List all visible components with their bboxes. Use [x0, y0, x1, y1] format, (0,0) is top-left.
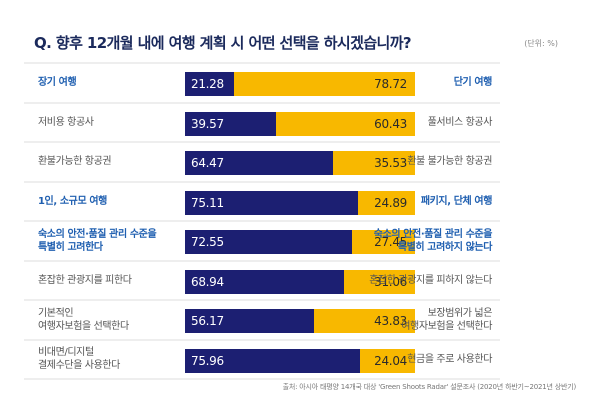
bar-segment-left: 75.11	[185, 190, 358, 215]
stacked-bar: 56.17 43.83	[185, 309, 415, 333]
right-category-text: 단기 여행	[453, 77, 493, 89]
chart-title: Q. 향후 12개월 내에 여행 계획 시 어떤 선택을 하시겠습니까?	[34, 34, 412, 52]
bar-segment-right: 60.43	[276, 111, 415, 136]
bar-segment-left: 68.94	[185, 269, 344, 294]
bar-segment-right: 35.53	[333, 151, 415, 175]
chart-row: 혼잡한 관광지를 피한다 68.94 31.06 혼잡한 관광지를 피하지 않는다	[24, 262, 500, 301]
stacked-bar: 39.57 60.43	[185, 111, 415, 136]
right-category-label: 보장범위가 넓은 여행자보험을 선택한다	[332, 301, 492, 339]
bar-segment-left: 72.55	[185, 230, 352, 254]
stacked-bar: 75.11 24.89	[185, 190, 415, 215]
right-value-label: 24.04	[374, 353, 407, 368]
left-value-label: 72.55	[191, 235, 224, 249]
left-category-label: 비대면/디지털 결제수단을 사용한다	[38, 341, 188, 379]
left-category-label: 숙소의 안전·품질 관리 수준을 특별히 고려한다	[38, 222, 188, 260]
left-value-label: 75.11	[191, 195, 224, 210]
right-category-text: 환불 불가능한 항공권	[407, 156, 492, 168]
right-value-label: 78.72	[374, 77, 407, 91]
left-value-label: 39.57	[191, 116, 224, 131]
chart-row: 기본적인 여행자보험을 선택한다 56.17 43.83 보장범위가 넓은 여행자보험…	[24, 301, 500, 341]
chart-row: 장기 여행 21.28 78.72 단기 여행	[24, 64, 500, 104]
right-value-label: 24.89	[374, 195, 407, 210]
bar-segment-right: 31.06	[343, 269, 415, 294]
right-category-label: 숙소의 안전·품질 관리 수준을 특별히 고려하지 않는다	[332, 222, 493, 260]
left-value-label: 21.28	[191, 77, 224, 91]
bar-segment-right: 24.89	[357, 190, 415, 215]
right-value-label: 31.06	[374, 274, 407, 289]
right-category-label: 풀서비스 항공사	[332, 104, 493, 142]
left-value-label: 68.94	[191, 274, 224, 289]
left-category-text: 1인, 소규모 여행	[38, 195, 107, 207]
stacked-bar: 75.96 24.04	[185, 348, 415, 373]
right-value-label: 43.83	[374, 314, 407, 328]
bar-segment-right: 24.04	[359, 348, 415, 373]
source-note: 출처: 아시아 태평양 14개국 대상 'Green Shoots Radar'…	[282, 383, 577, 391]
unit-label: (단위: %)	[524, 39, 558, 48]
right-category-label: 단기 여행	[332, 64, 493, 102]
bar-segment-left: 39.57	[185, 111, 276, 136]
right-category-label: 혼잡한 관광지를 피하지 않는다	[332, 262, 492, 300]
bar-segment-right: 78.72	[233, 72, 415, 96]
right-value-label: 60.43	[374, 116, 407, 131]
top-divider	[24, 62, 500, 64]
right-category-text: 패키지, 단체 여행	[420, 195, 493, 207]
bar-segment-right: 43.83	[314, 309, 415, 333]
left-category-label: 저비용 항공사	[38, 104, 188, 142]
right-value-label: 35.53	[374, 156, 407, 170]
chart-row: 1인, 소규모 여행 75.11 24.89 패키지, 단체 여행	[24, 183, 500, 222]
chart-row: 환불가능한 항공권 64.47 35.53 환불 불가능한 항공권	[24, 143, 500, 183]
chart-row: 저비용 항공사 39.57 60.43 풀서비스 항공사	[24, 104, 500, 143]
bar-segment-left: 64.47	[185, 151, 334, 175]
right-value-label: 27.45	[374, 235, 407, 249]
left-category-text: 저비용 항공사	[38, 116, 94, 128]
left-value-label: 75.96	[191, 353, 224, 368]
right-category-label: 패키지, 단체 여행	[332, 183, 493, 221]
left-category-text: 숙소의 안전·품질 관리 수준을 특별히 고려한다	[38, 228, 157, 253]
bar-segment-left: 21.28	[185, 72, 234, 96]
left-category-text: 장기 여행	[38, 77, 77, 89]
right-category-text: 보장범위가 넓은 여행자보험을 선택한다	[401, 307, 492, 332]
right-category-text: 풀서비스 항공사	[427, 116, 493, 128]
left-category-text: 기본적인 여행자보험을 선택한다	[38, 307, 129, 332]
right-category-text: 현금을 주로 사용한다	[407, 353, 492, 365]
left-category-label: 장기 여행	[38, 64, 188, 102]
bar-segment-left: 75.96	[185, 348, 360, 373]
chart-row: 숙소의 안전·품질 관리 수준을 특별히 고려한다 72.55 27.45 숙소의 안…	[24, 222, 500, 262]
left-category-label: 혼잡한 관광지를 피한다	[38, 262, 188, 300]
right-category-text: 숙소의 안전·품질 관리 수준을 특별히 고려하지 않는다	[373, 228, 493, 253]
right-category-label: 현금을 주로 사용한다	[332, 341, 492, 379]
stacked-bar: 21.28 78.72	[185, 72, 415, 96]
left-value-label: 56.17	[191, 314, 224, 328]
bar-segment-right: 27.45	[351, 230, 415, 254]
chart-row: 비대면/디지털 결제수단을 사용한다 75.96 24.04 현금을 주로 사용한다	[24, 341, 500, 380]
right-category-label: 환불 불가능한 항공권	[332, 143, 492, 181]
left-category-text: 혼잡한 관광지를 피한다	[38, 274, 132, 286]
left-category-label: 환불가능한 항공권	[38, 143, 188, 181]
left-category-label: 1인, 소규모 여행	[38, 183, 188, 221]
left-category-label: 기본적인 여행자보험을 선택한다	[38, 301, 188, 339]
bar-segment-left: 56.17	[185, 309, 315, 333]
left-category-text: 환불가능한 항공권	[38, 156, 112, 168]
stacked-bar: 64.47 35.53	[185, 151, 415, 175]
left-value-label: 64.47	[191, 156, 224, 170]
right-category-text: 혼잡한 관광지를 피하지 않는다	[369, 274, 492, 286]
stacked-bar: 72.55 27.45	[185, 230, 415, 254]
left-category-text: 비대면/디지털 결제수단을 사용한다	[38, 347, 120, 372]
stacked-bar: 68.94 31.06	[185, 269, 415, 294]
